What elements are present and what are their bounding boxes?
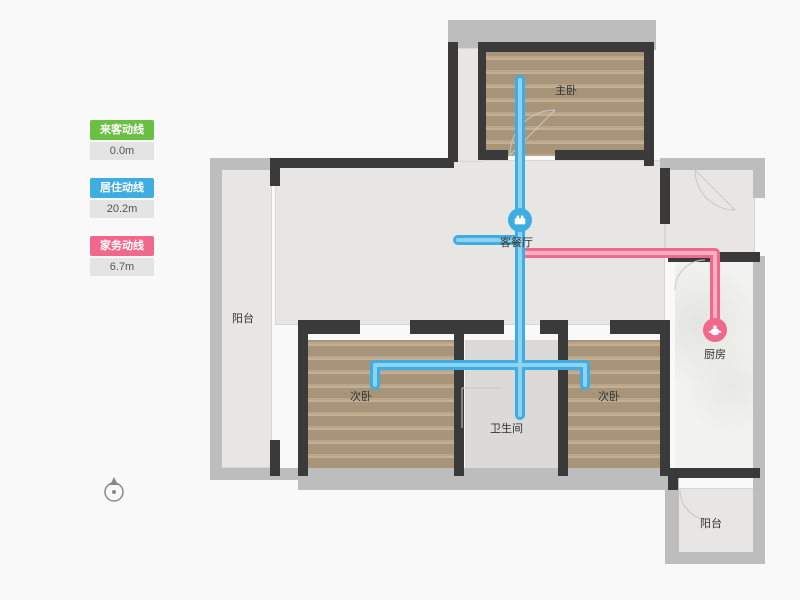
circulation-paths: [200, 20, 780, 580]
legend-value-guest: 0.0m: [90, 142, 154, 160]
legend-label-housework: 家务动线: [90, 236, 154, 256]
floorplan: 主卧 客餐厅 阳台 次卧 卫生间 次卧 厨房 阳台: [200, 20, 780, 580]
label-living-dining: 客餐厅: [500, 234, 533, 250]
legend: 来客动线 0.0m 居住动线 20.2m 家务动线 6.7m: [90, 120, 154, 294]
label-second-bedroom1: 次卧: [350, 388, 372, 404]
label-bathroom: 卫生间: [490, 420, 523, 436]
legend-label-guest: 来客动线: [90, 120, 154, 140]
legend-item-housework: 家务动线 6.7m: [90, 236, 154, 276]
label-master-bedroom: 主卧: [555, 82, 577, 98]
living-node-icon: [508, 208, 532, 232]
kitchen-node-icon: [703, 318, 727, 342]
legend-item-living: 居住动线 20.2m: [90, 178, 154, 218]
label-balcony-right: 阳台: [700, 515, 722, 531]
compass-icon: [100, 475, 128, 503]
label-second-bedroom2: 次卧: [598, 388, 620, 404]
label-kitchen: 厨房: [704, 346, 726, 362]
legend-value-living: 20.2m: [90, 200, 154, 218]
legend-item-guest: 来客动线 0.0m: [90, 120, 154, 160]
label-balcony-left: 阳台: [232, 310, 254, 326]
legend-value-housework: 6.7m: [90, 258, 154, 276]
legend-label-living: 居住动线: [90, 178, 154, 198]
